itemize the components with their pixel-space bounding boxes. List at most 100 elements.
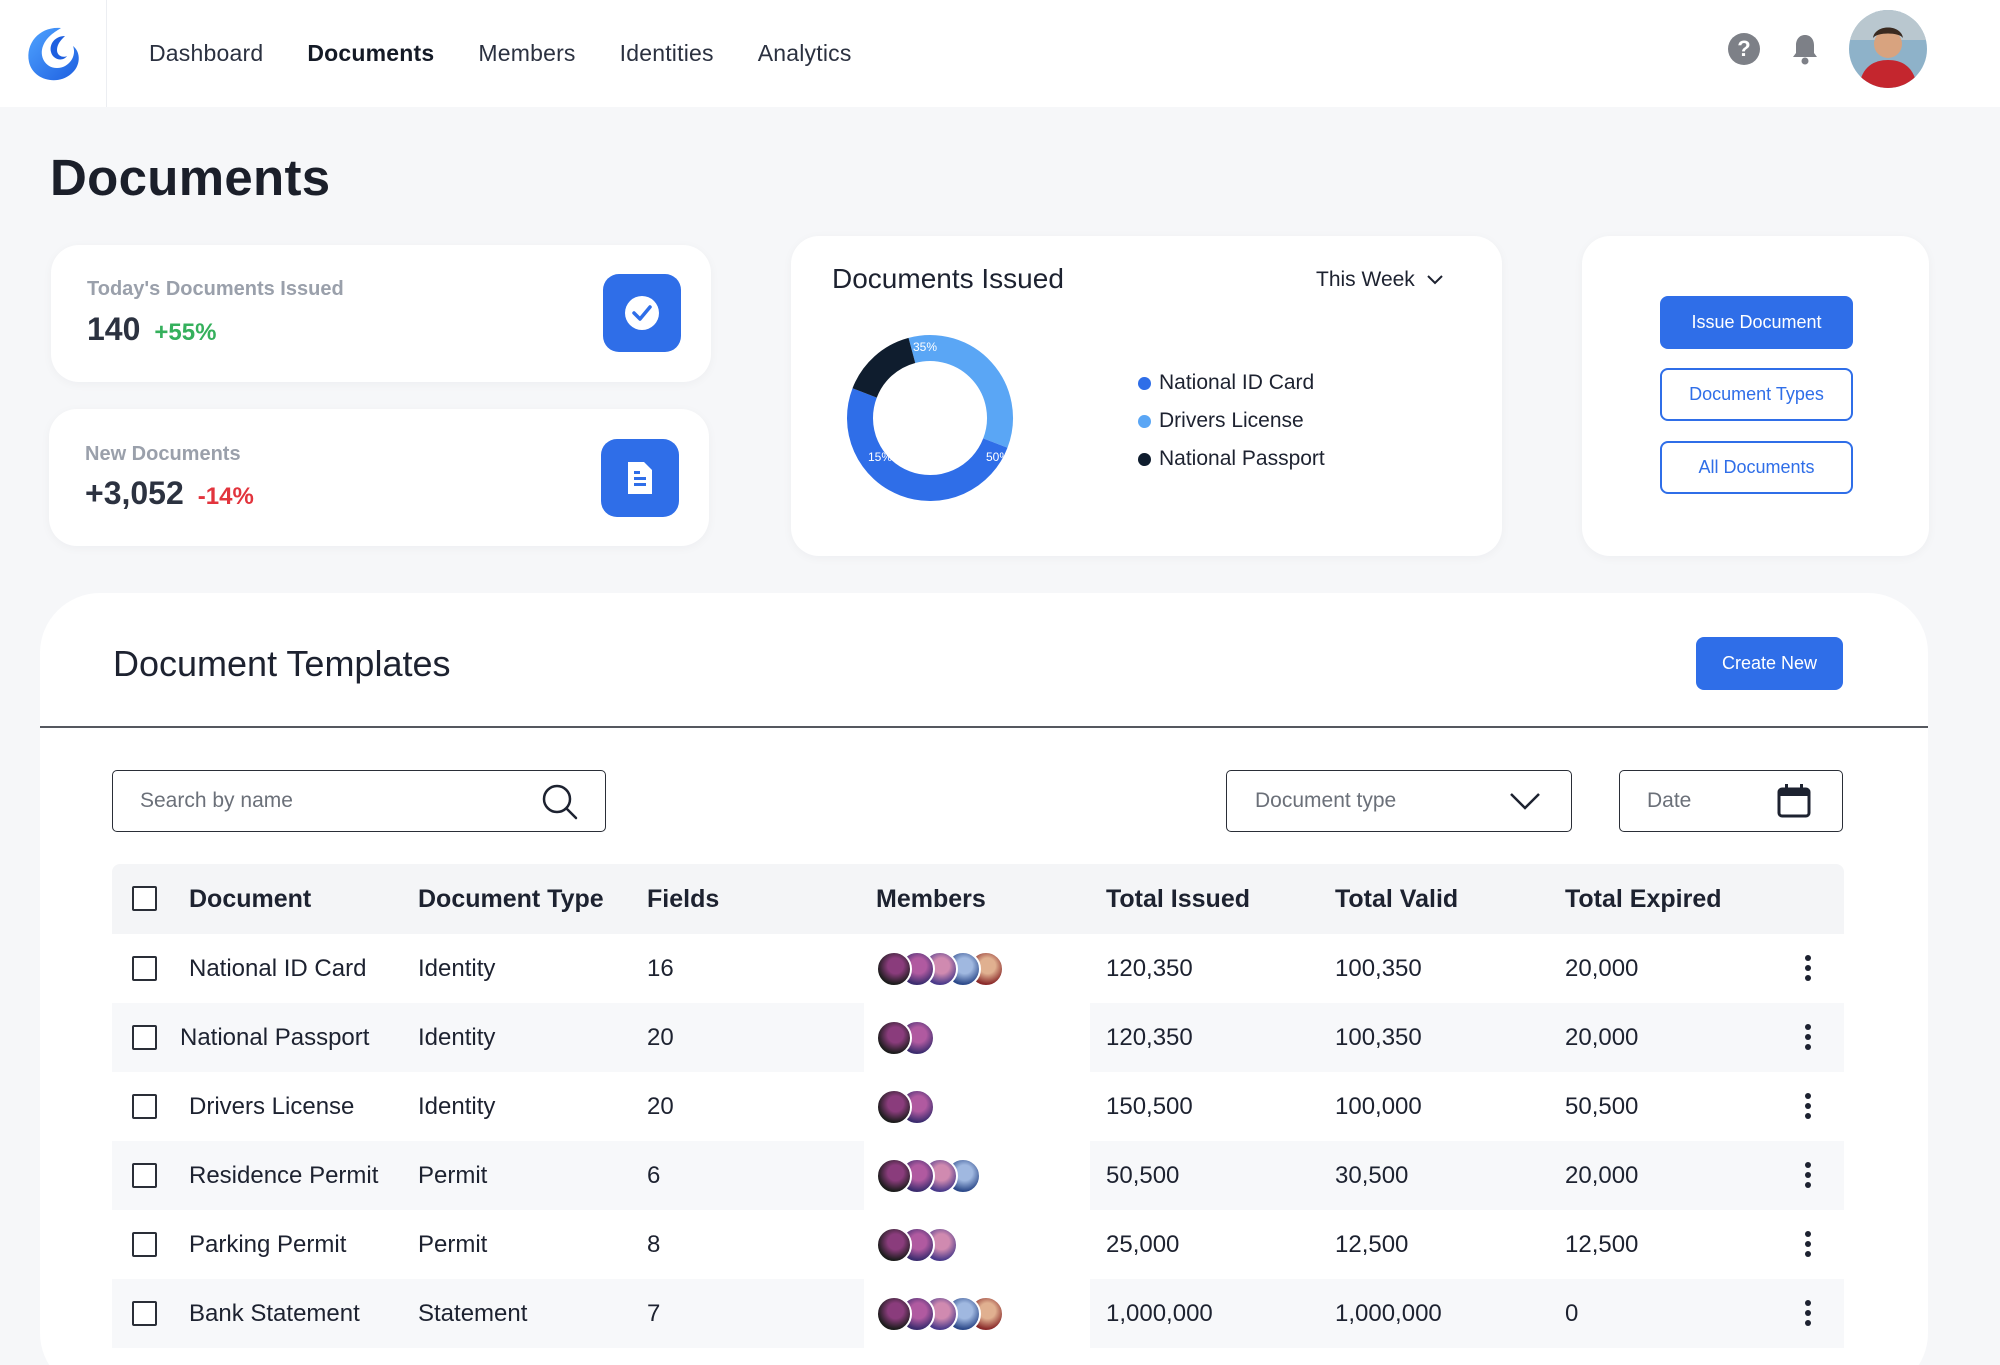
more-options-icon[interactable] [1805,1162,1811,1188]
column-header-document[interactable]: Document [189,884,312,913]
document-type-select[interactable]: Document type [1226,770,1572,832]
member-avatars[interactable] [876,1020,935,1056]
member-avatars[interactable] [876,1296,1004,1332]
slice-label: 35% [913,340,937,354]
donut-slice [908,335,1013,448]
member-avatar[interactable] [876,1227,912,1263]
nav-analytics[interactable]: Analytics [757,40,852,66]
row-checkbox[interactable] [132,1163,157,1188]
app-logo[interactable] [0,0,107,107]
help-icon[interactable]: ? [1728,33,1760,65]
member-avatars[interactable] [876,951,1004,987]
chevron-down-icon [1510,793,1540,810]
row-checkbox[interactable] [132,1232,157,1257]
new-documents-delta: -14% [197,483,254,510]
more-options-icon[interactable] [1805,1093,1811,1119]
documents-issued-donut-chart: 35% 50% 15% [847,335,1013,501]
column-header-total-expired[interactable]: Total Expired [1565,884,1722,913]
new-documents-value-row: +3,052 -14% [85,475,254,512]
table-row[interactable]: Parking Permit Permit 8 25,000 12,500 12,500 [112,1210,1844,1279]
row-checkbox[interactable] [132,1094,157,1119]
document-name: National ID Card [189,954,367,982]
search-icon[interactable] [541,783,579,821]
new-documents-value: +3,052 [85,475,184,511]
fields-count: 20 [647,1023,674,1051]
fields-count: 20 [647,1092,674,1120]
more-options-icon[interactable] [1805,1300,1811,1326]
table-row[interactable]: Drivers License Identity 20 150,500 100,000 5… [112,1072,1844,1141]
document-templates-title: Document Templates [113,643,451,684]
table-row[interactable]: National ID Card Identity 16 120,350 100,350… [112,934,1844,1003]
legend-label: Drivers License [1159,409,1304,432]
donut-slice [852,337,916,399]
document-name: Residence Permit [189,1161,379,1189]
more-options-icon[interactable] [1805,955,1811,981]
nav-identities[interactable]: Identities [619,40,714,66]
column-header-document-type[interactable]: Document Type [418,884,604,913]
member-avatars[interactable] [876,1227,958,1263]
today-documents-delta: +55% [154,319,217,346]
period-dropdown[interactable]: This Week [1316,268,1443,292]
logo-icon [28,27,79,80]
row-checkbox[interactable] [132,1301,157,1326]
member-avatar[interactable] [876,951,912,987]
table-row[interactable]: National Passport Identity 20 120,350 100,35… [112,1003,1844,1072]
legend-item: National Passport [1138,440,1325,478]
bell-icon[interactable] [1790,32,1820,66]
column-header-total-issued[interactable]: Total Issued [1106,884,1251,913]
nav-documents[interactable]: Documents [307,40,435,66]
column-header-members[interactable]: Members [876,884,986,913]
document-type: Identity [418,954,496,982]
more-options-icon[interactable] [1805,1231,1811,1257]
document-type: Permit [418,1161,488,1189]
total-expired: 50,500 [1565,1092,1639,1120]
table-header: Document Document Type Fields Members To… [112,864,1844,934]
user-avatar[interactable] [1849,10,1927,88]
top-navigation-bar: Dashboard Documents Members Identities A… [0,0,2000,107]
search-input[interactable] [113,771,533,830]
fields-count: 6 [647,1161,661,1189]
column-header-total-valid[interactable]: Total Valid [1335,884,1459,913]
today-documents-value: 140 [87,311,141,347]
fields-count: 8 [647,1230,661,1258]
slice-label: 50% [986,450,1010,464]
create-new-button[interactable]: Create New [1696,637,1843,690]
document-name: National Passport [180,1023,370,1051]
document-type: Permit [418,1230,488,1258]
member-avatar[interactable] [876,1158,912,1194]
total-issued: 120,350 [1106,1023,1193,1051]
document-type: Identity [418,1092,496,1120]
member-avatar[interactable] [876,1296,912,1332]
page-title: Documents [50,149,331,206]
document-templates-table: Document Document Type Fields Members To… [112,864,1844,1348]
table-row[interactable]: Bank Statement Statement 7 1,000,000 1,000,0… [112,1279,1844,1348]
column-header-fields[interactable]: Fields [647,884,720,913]
legend-item: National ID Card [1138,364,1325,402]
more-options-icon[interactable] [1805,1024,1811,1050]
nav-members[interactable]: Members [478,40,576,66]
fields-count: 7 [647,1299,661,1327]
main-nav: Dashboard Documents Members Identities A… [149,0,852,107]
member-avatars[interactable] [876,1158,981,1194]
date-picker[interactable]: Date [1619,770,1843,832]
today-documents-label: Today's Documents Issued [87,278,344,300]
all-documents-button[interactable]: All Documents [1660,441,1853,494]
member-avatars[interactable] [876,1089,935,1125]
row-checkbox[interactable] [132,1025,157,1050]
total-issued: 150,500 [1106,1092,1193,1120]
nav-dashboard[interactable]: Dashboard [149,40,264,66]
issue-document-button[interactable]: Issue Document [1660,296,1853,349]
section-divider [40,726,1928,728]
document-name: Parking Permit [189,1230,347,1258]
document-types-button[interactable]: Document Types [1660,368,1853,421]
new-documents-label: New Documents [85,443,241,465]
table-row[interactable]: Residence Permit Permit 6 50,500 30,500 20,00… [112,1141,1844,1210]
member-avatar[interactable] [876,1020,912,1056]
date-placeholder: Date [1647,789,1692,812]
row-checkbox[interactable] [132,956,157,981]
member-avatar[interactable] [876,1089,912,1125]
legend-swatch [1138,452,1151,466]
legend-swatch [1138,414,1151,428]
slice-label: 15% [868,450,892,464]
select-all-checkbox[interactable] [132,886,157,911]
